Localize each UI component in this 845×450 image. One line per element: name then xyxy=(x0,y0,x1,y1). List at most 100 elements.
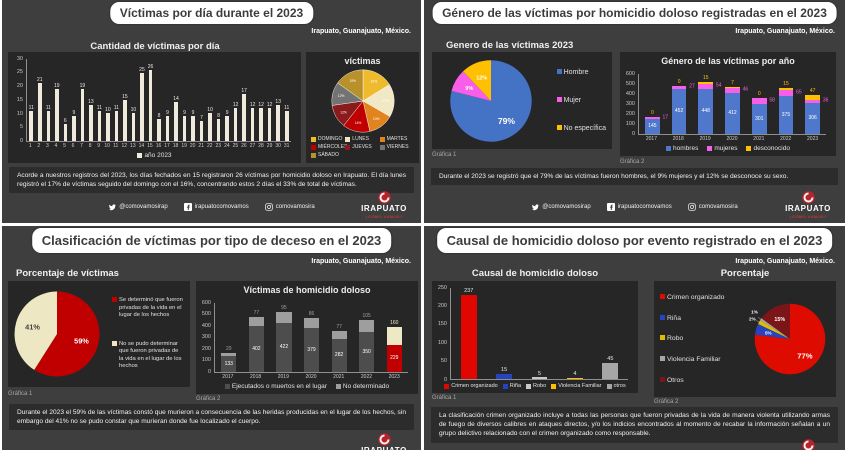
legend-item: Violencia Familiar xyxy=(660,356,738,363)
legend-item: Riña xyxy=(660,314,738,322)
value-label: 65 xyxy=(796,89,802,96)
pie-label: 17% xyxy=(382,99,389,103)
legend-label: Hombre xyxy=(563,68,589,76)
bars-area: 11 21 11 19 6 9 19 13 11 10 11 15 10 25 26 8 9 14 9 9 7 10 8 9 1… xyxy=(26,59,291,142)
facebook-link[interactable]: irapuatocomovamos xyxy=(606,203,672,211)
instagram-handle: comovamosira xyxy=(698,204,738,210)
y-tick: 400 xyxy=(625,90,635,97)
bar-rect xyxy=(29,110,34,141)
legend-item: Otros xyxy=(660,377,738,384)
legend-swatch xyxy=(379,144,385,150)
value-label: 12 xyxy=(258,101,264,108)
pie-victimas-dia-semana: 16% 17% 13% 14% 12% 12% 15% xyxy=(331,69,394,133)
value-label: 15 xyxy=(501,366,508,373)
legend-item: Riña xyxy=(502,383,521,389)
grafica-2-label: Gráfica 2 xyxy=(620,159,645,165)
bar-segment-No determinado xyxy=(248,316,264,326)
bar-rect xyxy=(267,107,272,141)
value-label: 36 xyxy=(822,97,829,104)
legend-label: Violencia Familiar xyxy=(558,383,602,389)
x-tick: 2022 xyxy=(360,373,373,380)
value-label: 422 xyxy=(279,344,289,351)
bars-area: 0 17 145 0 27 452 15 54 448 7 46 412 0 58 301 15 65 375 47… xyxy=(638,74,829,135)
stacked-chart-deceso-anio: Víctimas de homicidio doloso 0 100 200 300 40… xyxy=(196,281,418,394)
legend-item: VIERNES xyxy=(379,144,414,150)
grafica-2-label: Gráfica 2 xyxy=(654,399,679,405)
x-axis: 2017 2018 2019 2020 2021 2022 2023 xyxy=(620,135,836,143)
bar-7: 19 xyxy=(78,59,87,141)
y-tick: 10 xyxy=(16,110,23,117)
bar-segment-mujeres xyxy=(671,86,687,89)
legend-swatch xyxy=(335,384,341,389)
x-tick: 31 xyxy=(283,142,290,149)
pie-slice-SÁBADO xyxy=(336,69,363,102)
bar-26: 17 xyxy=(240,59,249,141)
value-label: 105 xyxy=(362,312,371,319)
y-tick: 200 xyxy=(625,110,635,117)
pie-label: 12% xyxy=(337,94,344,98)
chart-title: Género de las víctimas por año xyxy=(661,56,795,66)
pie-label: 77% xyxy=(797,352,813,361)
instagram-link[interactable]: comovamosira xyxy=(265,203,315,211)
facebook-handle: irapuatocomovamos xyxy=(194,204,249,210)
bar-15: 26 xyxy=(146,59,155,141)
bar-22: 10 xyxy=(206,59,215,141)
value-label: 13 xyxy=(275,99,281,106)
logo-title: IRAPUATO xyxy=(785,204,831,213)
bar-2020: 7 46 412 xyxy=(719,74,748,134)
legend-label: Violencia Familiar xyxy=(667,356,721,364)
bar-2: 21 xyxy=(36,59,45,141)
value-label: 12 xyxy=(232,101,239,108)
facebook-link[interactable]: irapuatocomovamos xyxy=(183,203,249,211)
legend-swatch xyxy=(137,153,143,158)
x-tick: 8 xyxy=(88,142,92,149)
pie-content: Crimen organizado Riña Robo Violencia Famil… xyxy=(654,281,836,397)
pie-label: 16% xyxy=(370,80,377,84)
bars-area: 237 15 5 4 45 xyxy=(450,288,628,380)
x-tick: 10 xyxy=(104,142,110,149)
x-tick: 24 xyxy=(224,142,230,149)
value-label: 5 xyxy=(537,370,542,377)
legend-swatch xyxy=(526,383,532,389)
legend-item: SÁBADO xyxy=(311,152,345,158)
value-label: 58 xyxy=(769,97,775,104)
legend-swatch xyxy=(345,136,351,142)
bar-chart-causal: 0 50 100 150 200 250 237 15 5 4 45 Crimen organizad… xyxy=(432,281,638,393)
bar-rect xyxy=(566,377,583,379)
x-tick: 2017 xyxy=(222,373,234,380)
bar-6: 9 xyxy=(70,59,79,141)
bar-Crimen organizado: 237 xyxy=(451,288,486,379)
value-label: 301 xyxy=(755,115,764,122)
bar-rect xyxy=(208,113,212,141)
twitter-link[interactable]: @comovamosirap xyxy=(531,203,591,211)
bar-segment-mujeres xyxy=(805,99,821,104)
bar-11: 11 xyxy=(112,59,121,141)
bar-segment-mujeres xyxy=(751,97,767,104)
instagram-link[interactable]: comovamosira xyxy=(688,203,738,211)
label-leader-line xyxy=(758,317,763,321)
twitter-link[interactable]: @comovamosirap xyxy=(108,203,168,211)
legend-swatch xyxy=(311,152,316,158)
value-label: 15 xyxy=(122,93,128,100)
bar-9: 11 xyxy=(95,59,104,141)
bar-rect xyxy=(216,118,221,141)
legend-swatch xyxy=(551,383,557,389)
bar-2017: 29 133 xyxy=(215,303,243,372)
legend-item: Violencia Familiar xyxy=(551,383,602,389)
analysis-note: Durante el 2023 se registró que el 79% d… xyxy=(431,168,838,186)
chart-legend: año 2023 xyxy=(8,149,301,163)
bar-27: 12 xyxy=(248,59,257,141)
value-label: 0 xyxy=(650,110,654,117)
x-tick: 1 xyxy=(28,142,32,149)
x-tick: 27 xyxy=(249,142,256,149)
y-tick: 50 xyxy=(440,357,447,364)
y-tick: 500 xyxy=(201,310,211,317)
value-label: 11 xyxy=(28,104,34,111)
bar-segment-No determinado xyxy=(331,330,347,340)
label-leader-line xyxy=(756,320,761,323)
y-tick: 100 xyxy=(437,339,447,346)
irapuato-logo: IRAPUATO ¿CÓMO VAMOS? xyxy=(779,438,837,450)
value-label: 145 xyxy=(648,123,657,130)
bar-Riña: 15 xyxy=(486,288,521,379)
